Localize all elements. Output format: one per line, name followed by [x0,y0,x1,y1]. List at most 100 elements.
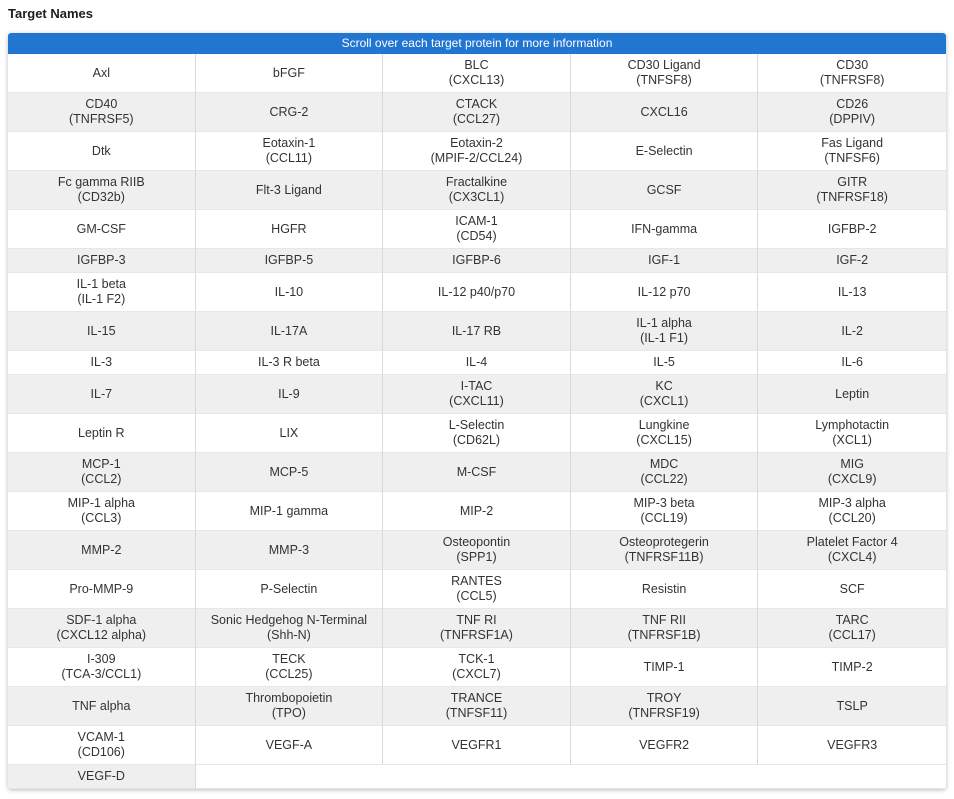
target-cell[interactable]: GITR (TNFRSF18) [758,171,946,210]
target-cell[interactable]: Axl [8,54,196,93]
target-alias: (CCL17) [828,628,876,642]
target-cell[interactable]: Eotaxin-2 (MPIF-2/CCL24) [383,132,571,171]
target-cell[interactable]: TCK-1 (CXCL7) [383,648,571,687]
target-cell[interactable]: MMP-3 [195,531,384,570]
target-cell[interactable]: Lungkine (CXCL15) [570,414,759,453]
target-cell[interactable]: E-Selectin [570,132,759,171]
target-cell[interactable]: TNF RII (TNFRSF1B) [570,609,759,648]
target-cell[interactable]: RANTES (CCL5) [383,570,571,609]
target-cell[interactable]: Lymphotactin (XCL1) [758,414,946,453]
target-cell[interactable]: MIP-1 alpha (CCL3) [8,492,196,531]
target-cell[interactable]: IGFBP-2 [758,210,946,249]
target-alias: (TNFSF6) [824,151,880,165]
target-cell[interactable]: IL-6 [758,351,946,375]
target-cell[interactable]: IL-12 p40/p70 [383,273,571,312]
target-cell[interactable]: IGF-1 [570,249,759,273]
target-cell[interactable]: VEGF-A [195,726,384,765]
target-cell[interactable]: IGFBP-6 [383,249,571,273]
target-cell[interactable]: TARC (CCL17) [758,609,946,648]
target-cell[interactable]: Thrombopoietin (TPO) [195,687,384,726]
target-name: IL-12 p40/p70 [437,284,516,299]
target-cell[interactable]: I-309 (TCA-3/CCL1) [8,648,196,687]
target-cell[interactable]: SDF-1 alpha (CXCL12 alpha) [8,609,196,648]
target-cell[interactable]: LIX [195,414,384,453]
target-cell[interactable]: MCP-5 [195,453,384,492]
target-cell[interactable]: IL-1 beta (IL-1 F2) [8,273,196,312]
target-cell[interactable]: Dtk [8,132,196,171]
target-cell[interactable]: MIP-3 beta (CCL19) [570,492,759,531]
target-cell[interactable]: IL-17 RB [383,312,571,351]
target-cell[interactable]: VEGFR2 [570,726,759,765]
target-cell[interactable]: IL-4 [383,351,571,375]
target-cell[interactable]: VEGFR3 [758,726,946,765]
target-cell[interactable]: IGFBP-5 [195,249,384,273]
target-cell[interactable]: IL-17A [195,312,384,351]
target-cell[interactable]: HGFR [195,210,384,249]
target-cell[interactable]: IL-13 [758,273,946,312]
target-cell[interactable]: IL-1 alpha (IL-1 F1) [570,312,759,351]
target-cell[interactable]: CD40 (TNFRSF5) [8,93,196,132]
target-cell[interactable]: M-CSF [383,453,571,492]
target-cell[interactable]: TNF RI (TNFRSF1A) [383,609,571,648]
target-cell[interactable]: IL-9 [195,375,384,414]
target-cell[interactable]: Osteoprotegerin (TNFRSF11B) [570,531,759,570]
target-cell[interactable]: TIMP-2 [758,648,946,687]
target-cell[interactable]: TRANCE (TNFSF11) [383,687,571,726]
target-cell[interactable]: L-Selectin (CD62L) [383,414,571,453]
target-cell[interactable]: IL-3 R beta [195,351,384,375]
target-cell[interactable]: TROY (TNFRSF19) [570,687,759,726]
target-cell[interactable]: VEGF-D [8,765,196,789]
target-cell[interactable]: Fas Ligand (TNFSF6) [758,132,946,171]
target-cell[interactable]: IL-2 [758,312,946,351]
target-cell[interactable]: MIP-1 gamma [195,492,384,531]
target-cell[interactable]: CD30 (TNFRSF8) [758,54,946,93]
target-cell[interactable]: Resistin [570,570,759,609]
target-cell[interactable]: VCAM-1 (CD106) [8,726,196,765]
target-cell[interactable]: IL-15 [8,312,196,351]
target-cell[interactable]: CD26 (DPPIV) [758,93,946,132]
target-cell[interactable]: IL-12 p70 [570,273,759,312]
target-cell[interactable]: GM-CSF [8,210,196,249]
target-cell[interactable]: Leptin R [8,414,196,453]
target-cell[interactable]: BLC (CXCL13) [383,54,571,93]
target-cell[interactable]: Fc gamma RIIB (CD32b) [8,171,196,210]
target-cell[interactable]: Osteopontin (SPP1) [383,531,571,570]
target-cell[interactable]: CRG-2 [195,93,384,132]
target-cell[interactable]: Sonic Hedgehog N-Terminal (Shh-N) [195,609,384,648]
target-cell[interactable]: IGFBP-3 [8,249,196,273]
target-cell[interactable]: ICAM-1 (CD54) [383,210,571,249]
target-cell[interactable]: bFGF [195,54,384,93]
target-cell[interactable]: SCF [758,570,946,609]
target-cell[interactable]: VEGFR1 [383,726,571,765]
target-cell[interactable]: MCP-1 (CCL2) [8,453,196,492]
target-cell[interactable]: IL-5 [570,351,759,375]
target-cell[interactable]: CTACK (CCL27) [383,93,571,132]
target-cell[interactable]: Pro-MMP-9 [8,570,196,609]
target-cell[interactable]: Fractalkine (CX3CL1) [383,171,571,210]
target-cell[interactable]: IL-3 [8,351,196,375]
target-cell[interactable]: GCSF [570,171,759,210]
target-cell[interactable]: TNF alpha [8,687,196,726]
target-cell[interactable]: IL-10 [195,273,384,312]
target-cell[interactable]: CXCL16 [570,93,759,132]
target-cell[interactable]: KC (CXCL1) [570,375,759,414]
target-cell[interactable]: Leptin [758,375,946,414]
target-alias: (CCL2) [81,472,122,486]
target-cell[interactable]: MIP-3 alpha (CCL20) [758,492,946,531]
target-cell[interactable]: Platelet Factor 4 (CXCL4) [758,531,946,570]
target-cell[interactable]: TECK (CCL25) [195,648,384,687]
target-cell[interactable]: P-Selectin [195,570,384,609]
target-cell[interactable]: I-TAC (CXCL11) [383,375,571,414]
target-cell[interactable]: IL-7 [8,375,196,414]
target-cell[interactable]: MIG (CXCL9) [758,453,946,492]
target-cell[interactable]: TIMP-1 [570,648,759,687]
target-cell[interactable]: Flt-3 Ligand [195,171,384,210]
target-cell[interactable]: MIP-2 [383,492,571,531]
target-cell[interactable]: IFN-gamma [570,210,759,249]
target-cell[interactable]: MDC (CCL22) [570,453,759,492]
target-cell[interactable]: Eotaxin-1 (CCL11) [195,132,384,171]
target-cell[interactable]: IGF-2 [758,249,946,273]
target-cell[interactable]: CD30 Ligand (TNFSF8) [570,54,759,93]
target-cell[interactable]: TSLP [758,687,946,726]
target-cell[interactable]: MMP-2 [8,531,196,570]
